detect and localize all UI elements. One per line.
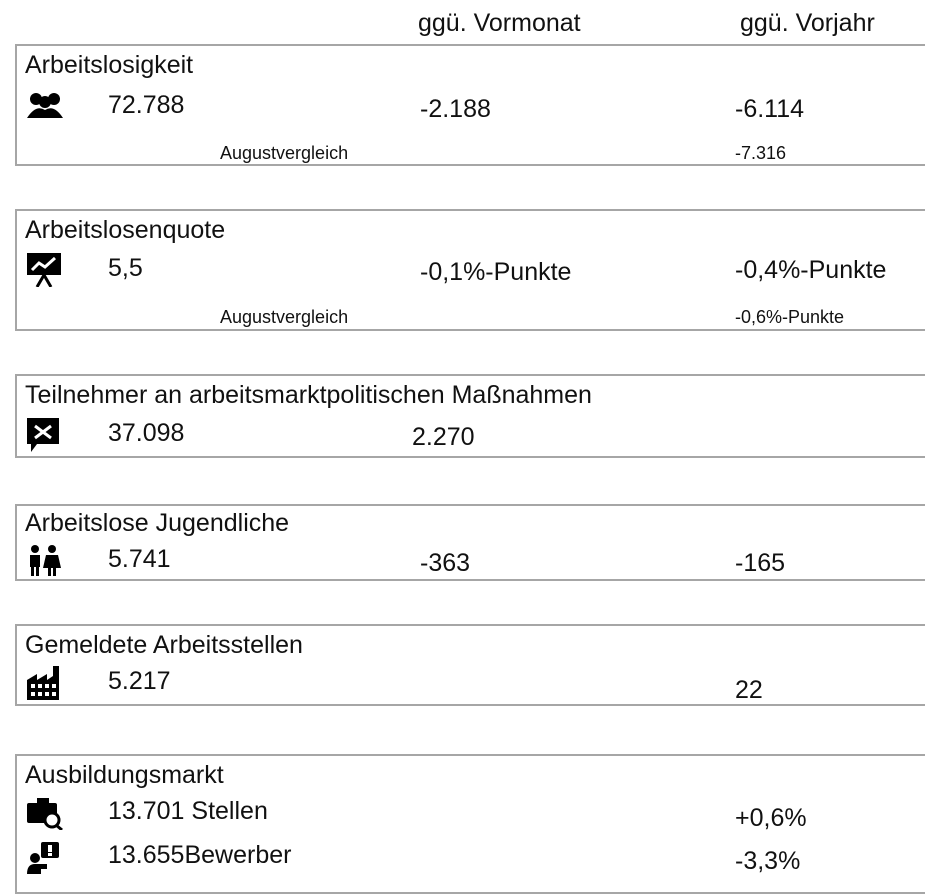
value: 13.701 Stellen (108, 797, 268, 825)
value: 5.741 (108, 545, 171, 573)
vormonat: -0,1%-Punkte (420, 258, 572, 286)
section-title: Gemeldete Arbeitsstellen (25, 631, 303, 659)
icon-factory (27, 666, 59, 700)
section-title: Teilnehmer an arbeitsmarktpolitischen Ma… (25, 381, 592, 409)
value: 13.655Bewerber (108, 841, 292, 869)
vorjahr: 22 (735, 676, 763, 704)
value: 37.098 (108, 419, 185, 447)
section: Arbeitslosigkeit 72.788 -2.188 -6.114 Au… (15, 44, 925, 166)
vorjahr: -0,4%-Punkte (735, 256, 887, 284)
icon-briefcase-search (27, 798, 63, 830)
section-title: Arbeitslose Jugendliche (25, 509, 290, 537)
icon-youth (30, 545, 61, 576)
value: 5,5 (108, 254, 143, 282)
section-title: Arbeitslosenquote (25, 216, 226, 244)
section: Gemeldete Arbeitsstellen 5.217 22 (15, 624, 925, 706)
comparison-vorjahr: -0,6%-Punkte (735, 307, 845, 327)
icon-chart (27, 253, 61, 287)
vormonat: -2.188 (420, 95, 491, 123)
vormonat: 2.270 (412, 423, 475, 451)
vorjahr: +0,6% (735, 804, 807, 832)
column-header: ggü. Vormonat (418, 9, 581, 37)
value: 72.788 (108, 91, 185, 119)
icon-applicant (27, 842, 59, 874)
icon-people (27, 93, 63, 118)
section: Arbeitslose Jugendliche 5.741 -363 -165 (15, 504, 925, 581)
comparison-label: Augustvergleich (220, 307, 349, 327)
vorjahr: -3,3% (735, 847, 801, 875)
section: Ausbildungsmarkt 13.701 Stellen +0,6% 13… (15, 754, 925, 894)
section: Arbeitslosenquote 5,5 -0,1%-Punkte -0,4%… (15, 209, 925, 331)
section-title: Ausbildungsmarkt (25, 761, 224, 789)
vorjahr: -165 (735, 549, 786, 577)
vormonat: -363 (420, 549, 471, 577)
section: Teilnehmer an arbeitsmarktpolitischen Ma… (15, 374, 925, 458)
value: 5.217 (108, 667, 171, 695)
comparison-vorjahr: -7.316 (735, 143, 787, 163)
icon-tools (27, 418, 59, 452)
comparison-label: Augustvergleich (220, 143, 349, 163)
column-header: ggü. Vorjahr (740, 9, 875, 37)
section-title: Arbeitslosigkeit (25, 51, 194, 79)
vorjahr: -6.114 (735, 95, 805, 123)
